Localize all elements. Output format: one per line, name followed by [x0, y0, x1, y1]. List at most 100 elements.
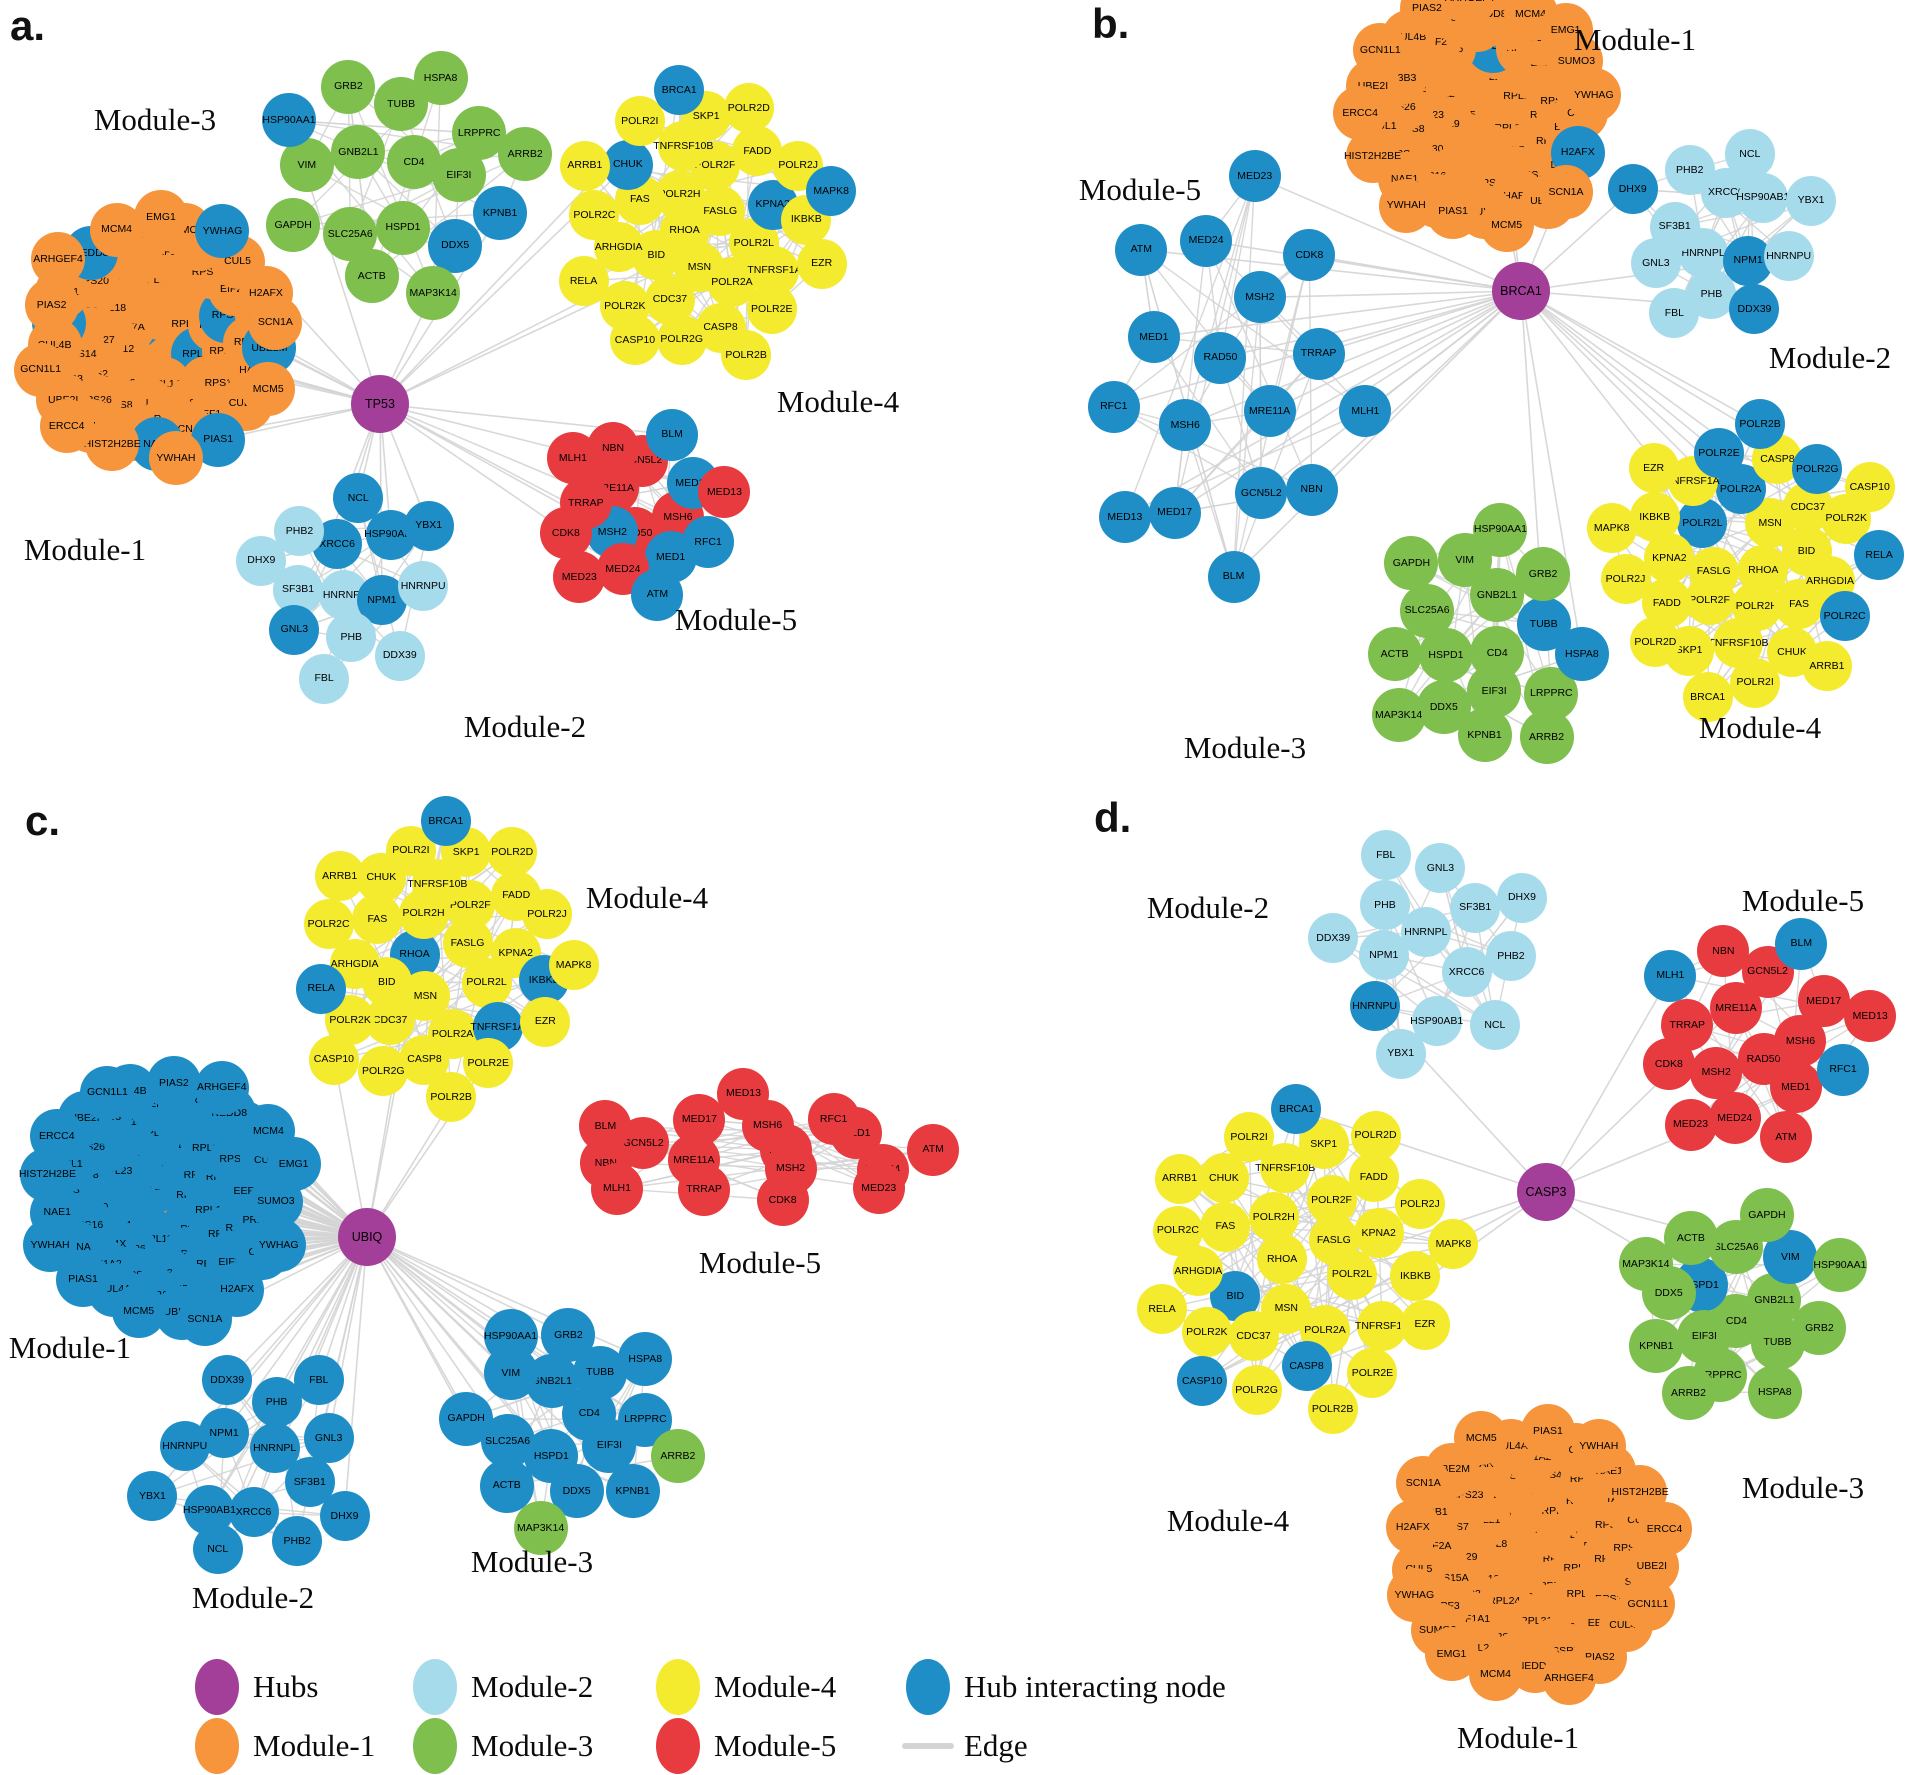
node-HSPA8[interactable]: HSPA8 [618, 1332, 673, 1387]
node-RAD50[interactable]: RAD50 [1194, 331, 1247, 384]
node-GRB2[interactable]: GRB2 [1516, 547, 1571, 602]
node-ARRB2[interactable]: ARRB2 [650, 1429, 705, 1484]
node-POLR2C[interactable]: POLR2C [569, 189, 620, 240]
node-PHB[interactable]: PHB [1359, 880, 1410, 931]
node-POLR2C[interactable]: POLR2C [303, 899, 354, 950]
node-CDC37[interactable]: CDC37 [1228, 1311, 1279, 1362]
node-POLR2B[interactable]: POLR2B [721, 330, 772, 381]
node-MAPK8[interactable]: MAPK8 [1428, 1219, 1479, 1270]
node-MED13[interactable]: MED13 [1098, 491, 1151, 544]
node-PHB[interactable]: PHB [326, 612, 377, 663]
node-DDX39[interactable]: DDX39 [374, 630, 425, 681]
node-KPNB1[interactable]: KPNB1 [1629, 1318, 1684, 1373]
hub-node-UBIQ[interactable]: UBIQ [338, 1208, 396, 1266]
node-EMG1[interactable]: EMG1 [133, 190, 188, 245]
node-PHB2[interactable]: PHB2 [272, 1515, 323, 1566]
node-YWHAH[interactable]: YWHAH [1379, 178, 1434, 233]
node-MAPK8[interactable]: MAPK8 [1586, 503, 1637, 554]
node-MED23[interactable]: MED23 [852, 1162, 905, 1215]
node-MAPK8[interactable]: MAPK8 [806, 166, 857, 217]
node-SCN1A[interactable]: SCN1A [248, 295, 303, 350]
node-HSPA8[interactable]: HSPA8 [1554, 627, 1609, 682]
hub-node-TP53[interactable]: TP53 [351, 375, 409, 433]
node-DHX9[interactable]: DHX9 [236, 535, 287, 586]
node-POLR2J[interactable]: POLR2J [522, 889, 573, 940]
node-MLH1[interactable]: MLH1 [590, 1162, 643, 1215]
node-MED13[interactable]: MED13 [717, 1067, 770, 1120]
node-MAPK8[interactable]: MAPK8 [548, 940, 599, 991]
node-PHB2[interactable]: PHB2 [1664, 145, 1715, 196]
node-POLR2G[interactable]: POLR2G [1792, 444, 1843, 495]
node-BLM[interactable]: BLM [1775, 917, 1828, 970]
node-POLR2G[interactable]: POLR2G [1231, 1365, 1282, 1416]
node-SCN1A[interactable]: SCN1A [1396, 1455, 1451, 1510]
node-TRRAP[interactable]: TRRAP [1292, 327, 1345, 380]
node-YWHAG[interactable]: YWHAG [251, 1217, 306, 1272]
node-FAS[interactable]: FAS [352, 894, 403, 945]
node-ATM[interactable]: ATM [1759, 1111, 1812, 1164]
node-FBL[interactable]: FBL [293, 1355, 344, 1406]
node-MED17[interactable]: MED17 [1148, 486, 1201, 539]
node-MAP3K14[interactable]: MAP3K14 [1371, 688, 1426, 743]
node-RELA[interactable]: RELA [1854, 530, 1905, 581]
node-ACTB[interactable]: ACTB [479, 1458, 534, 1513]
node-HNRNPU[interactable]: HNRNPU [1763, 231, 1814, 282]
node-MED23[interactable]: MED23 [553, 551, 606, 604]
node-DHX9[interactable]: DHX9 [1607, 164, 1658, 215]
node-CDK8[interactable]: CDK8 [1283, 229, 1336, 282]
node-PIAS2[interactable]: PIAS2 [146, 1055, 201, 1110]
node-FAS[interactable]: FAS [1200, 1201, 1251, 1252]
node-POLR2C[interactable]: POLR2C [1152, 1205, 1203, 1256]
node-MED24[interactable]: MED24 [1180, 214, 1233, 267]
node-POLR2C[interactable]: POLR2C [1819, 590, 1870, 641]
node-VIM[interactable]: VIM [279, 138, 334, 193]
node-ARRB2[interactable]: ARRB2 [1661, 1365, 1716, 1420]
node-ACTB[interactable]: ACTB [344, 248, 399, 303]
node-TNFRSF1A[interactable]: TNFRSF1A [1355, 1300, 1409, 1351]
node-POLR2D[interactable]: POLR2D [487, 827, 538, 878]
node-RELA[interactable]: RELA [558, 256, 609, 307]
node-POLR2I[interactable]: POLR2I [1730, 657, 1781, 708]
node-RFC1[interactable]: RFC1 [807, 1093, 860, 1146]
node-MLH1[interactable]: MLH1 [546, 432, 599, 485]
node-EMG1[interactable]: EMG1 [1538, 3, 1593, 58]
hub-node-CASP3[interactable]: CASP3 [1517, 1163, 1575, 1221]
node-ERCC4[interactable]: ERCC4 [39, 399, 94, 454]
node-HSPA8[interactable]: HSPA8 [413, 50, 468, 105]
node-POLR2E[interactable]: POLR2E [1347, 1347, 1398, 1398]
node-POLR2K[interactable]: POLR2K [1181, 1306, 1232, 1357]
node-HNRNPU[interactable]: HNRNPU [398, 560, 449, 611]
node-ERCC4[interactable]: ERCC4 [1333, 86, 1388, 140]
node-TRRAP[interactable]: TRRAP [678, 1163, 731, 1216]
node-RELA[interactable]: RELA [296, 963, 347, 1014]
node-POLR2G[interactable]: POLR2G [358, 1046, 409, 1097]
node-SF3B1[interactable]: SF3B1 [1450, 882, 1501, 933]
node-CHUK[interactable]: CHUK [602, 139, 653, 190]
node-YWHAH[interactable]: YWHAH [148, 431, 203, 486]
node-HNRNPU[interactable]: HNRNPU [1349, 980, 1400, 1031]
node-MAP3K14[interactable]: MAP3K14 [406, 265, 461, 320]
node-POLR2E[interactable]: POLR2E [1693, 428, 1744, 479]
node-MRE11A[interactable]: MRE11A [1243, 384, 1296, 437]
node-ARRB2[interactable]: ARRB2 [1519, 710, 1574, 765]
node-BRCA1[interactable]: BRCA1 [654, 64, 705, 115]
node-ATM[interactable]: ATM [907, 1123, 960, 1176]
node-POLR2B[interactable]: POLR2B [1735, 399, 1786, 450]
node-POLR2J[interactable]: POLR2J [1600, 553, 1651, 604]
node-MAP3K14[interactable]: MAP3K14 [1618, 1237, 1673, 1292]
node-GNL3[interactable]: GNL3 [1415, 843, 1466, 894]
node-ARRB1[interactable]: ARRB1 [559, 140, 610, 191]
node-GNL3[interactable]: GNL3 [1630, 237, 1681, 288]
node-PIAS2[interactable]: PIAS2 [24, 277, 79, 332]
node-RELA[interactable]: RELA [1137, 1283, 1188, 1334]
node-HSPA8[interactable]: HSPA8 [1747, 1364, 1802, 1419]
node-POLR2B[interactable]: POLR2B [1307, 1383, 1358, 1434]
node-ARRB1[interactable]: ARRB1 [1154, 1153, 1205, 1204]
node-NCL[interactable]: NCL [333, 472, 384, 523]
node-POLR2H[interactable]: POLR2H [1248, 1192, 1299, 1243]
node-GRB2[interactable]: GRB2 [1792, 1301, 1847, 1356]
node-YBX1[interactable]: YBX1 [1375, 1028, 1426, 1079]
node-POLR2J[interactable]: POLR2J [1394, 1179, 1445, 1230]
node-PIAS1[interactable]: PIAS1 [1520, 1404, 1575, 1459]
node-DDX39[interactable]: DDX39 [1308, 913, 1359, 964]
